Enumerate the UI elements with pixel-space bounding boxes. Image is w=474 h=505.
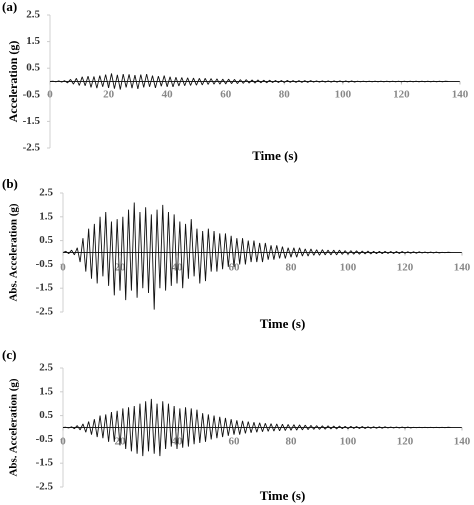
panel-label: (c) bbox=[2, 347, 16, 362]
panel-label: (b) bbox=[2, 176, 18, 191]
x-tick-label: 120 bbox=[397, 436, 414, 448]
x-axis-title: Time (s) bbox=[252, 148, 298, 163]
x-axis-title: Time (s) bbox=[260, 316, 306, 331]
signal-line bbox=[62, 398, 451, 457]
y-tick-label: 0.5 bbox=[39, 409, 53, 421]
y-tick-label: -2.5 bbox=[23, 142, 41, 154]
y-tick-label: 1.5 bbox=[26, 35, 40, 47]
x-tick-label: 140 bbox=[454, 436, 471, 448]
x-tick-label: 60 bbox=[229, 436, 241, 448]
x-tick-label: 40 bbox=[162, 89, 174, 101]
y-tick-label: -0.5 bbox=[36, 258, 54, 270]
y-tick-label: -0.5 bbox=[36, 433, 54, 445]
y-tick-label: 0.5 bbox=[39, 234, 53, 246]
y-tick-label: -1.5 bbox=[36, 282, 54, 294]
x-tick-label: 100 bbox=[340, 436, 357, 448]
x-tick-label: 120 bbox=[393, 89, 410, 101]
x-tick-label: 40 bbox=[172, 262, 184, 274]
x-tick-label: 100 bbox=[335, 89, 352, 101]
y-axis-title: Abs. Acceleration (g) bbox=[8, 203, 20, 301]
x-tick-label: 60 bbox=[229, 262, 241, 274]
y-axis-title: Abs. Acceleration (g) bbox=[8, 378, 20, 476]
x-tick-label: 120 bbox=[397, 262, 414, 274]
x-tick-label: 0 bbox=[47, 89, 53, 101]
y-tick-label: -2.5 bbox=[36, 481, 54, 493]
x-tick-label: 80 bbox=[286, 436, 298, 448]
x-axis-title: Time (s) bbox=[260, 488, 306, 503]
y-tick-label: -0.5 bbox=[23, 88, 41, 100]
x-tick-label: 60 bbox=[220, 89, 232, 101]
y-tick-label: 2.5 bbox=[26, 9, 40, 21]
y-tick-label: 2.5 bbox=[39, 187, 53, 199]
signal-line bbox=[49, 73, 449, 90]
x-tick-label: 20 bbox=[115, 262, 127, 274]
x-tick-label: 20 bbox=[103, 89, 115, 101]
x-tick-label: 100 bbox=[340, 262, 357, 274]
y-tick-label: -1.5 bbox=[36, 457, 54, 469]
y-tick-label: -1.5 bbox=[23, 115, 41, 127]
y-tick-label: -2.5 bbox=[36, 306, 54, 318]
y-tick-label: 1.5 bbox=[39, 385, 53, 397]
y-tick-label: 0.5 bbox=[26, 62, 40, 74]
y-tick-label: 2.5 bbox=[39, 362, 53, 374]
y-axis-title: Acceleration (g) bbox=[6, 41, 20, 123]
panel-label: (a) bbox=[2, 0, 17, 14]
x-tick-label: 0 bbox=[60, 262, 66, 274]
x-tick-label: 0 bbox=[60, 436, 66, 448]
signal-line bbox=[62, 202, 451, 310]
x-tick-label: 140 bbox=[452, 89, 469, 101]
x-tick-label: 80 bbox=[286, 262, 298, 274]
y-tick-label: 1.5 bbox=[39, 210, 53, 222]
x-tick-label: 80 bbox=[279, 89, 291, 101]
x-tick-label: 140 bbox=[454, 262, 471, 274]
